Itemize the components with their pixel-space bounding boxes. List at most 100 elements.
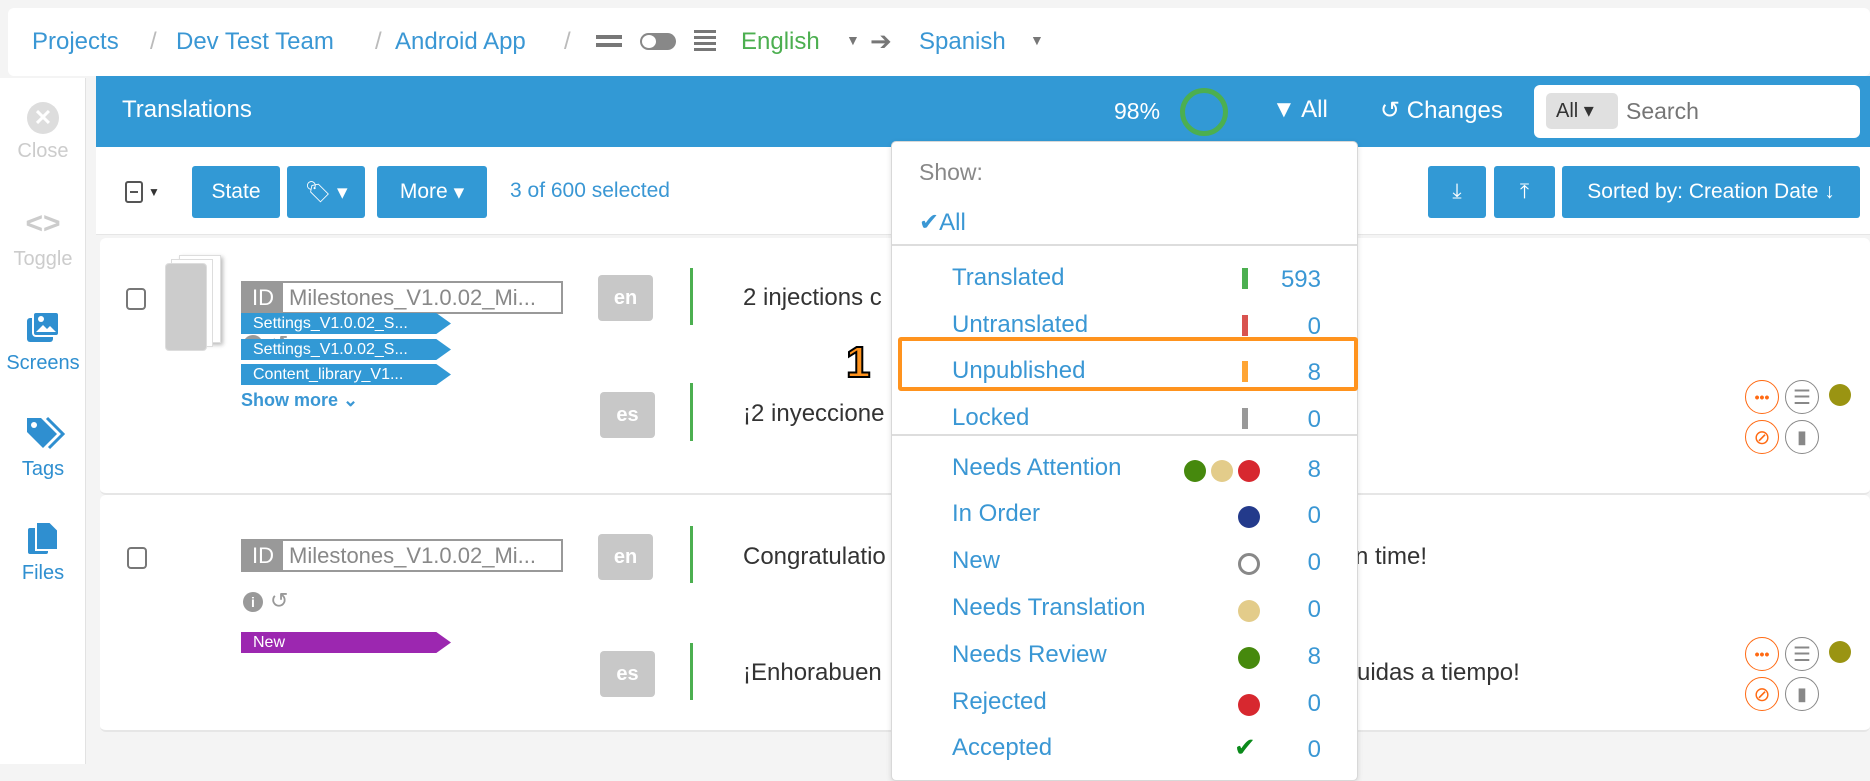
status-dot [1829,384,1851,406]
source-language-select[interactable]: English [741,28,820,55]
show-more-link[interactable]: Show more ⌄ [241,390,359,410]
filter-option-count: 8 [1307,643,1321,670]
filter-option-new[interactable]: New 0 [892,539,1357,583]
filter-option-label: Accepted [952,734,1053,761]
glossary-book-icon[interactable]: ▮ [1785,420,1819,454]
side-by-side-view-icon[interactable] [596,35,622,47]
status-bar-icon [1242,315,1248,336]
unlink-icon[interactable]: ⊘ [1745,677,1779,711]
id-value: Milestones_V1.0.02_Mi... [289,284,537,310]
export-button[interactable]: ⤒ [1494,166,1555,218]
target-text[interactable]: ¡2 inyeccione [743,400,885,427]
target-text-end[interactable]: uidas a tiempo! [1357,659,1520,686]
toggle-knob [642,35,656,48]
glossary-book-icon[interactable]: ▮ [1785,677,1819,711]
progress-ring [1180,88,1228,136]
filter-option-needs-translation[interactable]: Needs Translation 0 [892,586,1357,630]
tag[interactable]: Settings_V1.0.02_S... [241,313,451,334]
filter-button[interactable]: ▼ All [1272,96,1328,124]
sidebar-item-files[interactable]: Files [0,520,86,585]
sort-button[interactable]: Sorted by: Creation Date ↓ [1562,166,1860,218]
tag-icon: 🏷 ▾ [304,180,348,204]
filter-option-count: 593 [1280,266,1321,293]
select-all-checkbox[interactable] [125,181,143,203]
id-label: ID [243,283,283,312]
filter-option-needs-review[interactable]: Needs Review 8 [892,633,1357,677]
breadcrumb-projects[interactable]: Projects [32,28,119,55]
chevron-down-icon[interactable]: ▼ [846,32,860,48]
filter-option-label: Needs Translation [952,594,1146,621]
sidebar: ✕ Close <> Toggle Screens Tags Files [0,78,86,764]
screenshot-thumbnail[interactable] [165,255,222,351]
filter-option-accepted[interactable]: Accepted ✔ 0 [892,726,1357,770]
status-dot [1184,460,1206,482]
search-scope-select[interactable]: All ▾ [1546,93,1618,129]
chevron-down-icon[interactable]: ▼ [148,185,160,199]
more-button[interactable]: More ▾ [377,166,487,218]
tag[interactable]: Content_library_V1... [241,364,451,385]
status-line [690,268,693,325]
import-button[interactable]: ⤓ [1428,166,1486,218]
sidebar-item-label: Files [21,562,65,584]
filter-option-translated[interactable]: Translated 593 [892,256,1357,300]
row-checkbox[interactable] [127,547,147,569]
filter-option-unpublished[interactable]: Unpublished 8 [892,349,1357,393]
sidebar-item-tags[interactable]: Tags [0,416,86,481]
source-text[interactable]: Congratulatio [743,543,886,570]
dropdown-heading: Show: [919,159,983,185]
row-checkbox[interactable] [126,288,146,310]
filter-option-locked[interactable]: Locked 0 [892,396,1357,440]
filter-option-in-order[interactable]: In Order 0 [892,492,1357,536]
unlink-icon[interactable]: ⊘ [1745,420,1779,454]
state-button[interactable]: State [192,166,280,218]
progress-percent: 98% [1114,98,1161,124]
divider [892,244,1357,246]
history-icon[interactable]: ↺ [270,588,289,613]
key-id-field[interactable]: ID Milestones_V1.0.02_Mi... [241,539,563,572]
info-icon[interactable]: i [243,592,263,612]
database-icon[interactable]: ☰ [1785,380,1819,414]
filter-label: All [1301,96,1328,123]
tag-new[interactable]: New [241,632,451,653]
filter-option-label: Translated [952,264,1065,291]
files-icon [25,520,61,556]
filter-option-label: Needs Review [952,641,1107,668]
status-bar-icon [1242,268,1248,289]
search-box: All ▾ [1534,85,1860,138]
breadcrumb-team[interactable]: Dev Test Team [176,28,334,55]
filter-option-rejected[interactable]: Rejected 0 [892,680,1357,724]
source-text[interactable]: 2 injections c [743,284,882,311]
close-circle-icon: ✕ [27,102,59,134]
tag[interactable]: Settings_V1.0.02_S... [241,339,451,360]
target-lang-badge: es [600,651,655,697]
filter-option-all[interactable]: ✔All [919,208,966,237]
chevron-down-icon[interactable]: ▼ [1030,32,1044,48]
status-bar-icon [1242,361,1248,382]
filter-option-count: 0 [1307,406,1321,433]
more-options-icon[interactable]: ••• [1745,637,1779,671]
target-text[interactable]: ¡Enhorabuen [743,659,882,686]
breadcrumb-project[interactable]: Android App [395,28,526,55]
view-toggle-switch[interactable] [640,33,676,50]
divider [892,434,1357,436]
key-id-field[interactable]: ID Milestones_V1.0.02_Mi... [241,281,563,314]
source-text-end[interactable]: n time! [1355,543,1428,570]
sidebar-item-toggle[interactable]: <> Toggle [0,206,86,271]
status-line [690,643,693,700]
database-icon[interactable]: ☰ [1785,637,1819,671]
search-input[interactable] [1626,93,1846,129]
history-icon: ↺ [1380,97,1401,124]
filter-option-label: Rejected [952,688,1047,715]
tags-icon [25,416,66,452]
sidebar-item-screens[interactable]: Screens [0,310,86,375]
filter-option-untranslated[interactable]: Untranslated 0 [892,303,1357,347]
filter-option-needs-attention[interactable]: Needs Attention 8 [892,446,1357,490]
sidebar-item-close[interactable]: ✕ Close [0,102,86,163]
more-label: More [399,180,448,203]
more-options-icon[interactable]: ••• [1745,380,1779,414]
target-language-select[interactable]: Spanish [919,28,1006,55]
tags-button[interactable]: 🏷 ▾ [287,166,365,218]
list-view-icon[interactable] [694,30,716,52]
show-more-label: Show more [241,390,339,410]
changes-button[interactable]: ↺ Changes [1380,96,1503,125]
